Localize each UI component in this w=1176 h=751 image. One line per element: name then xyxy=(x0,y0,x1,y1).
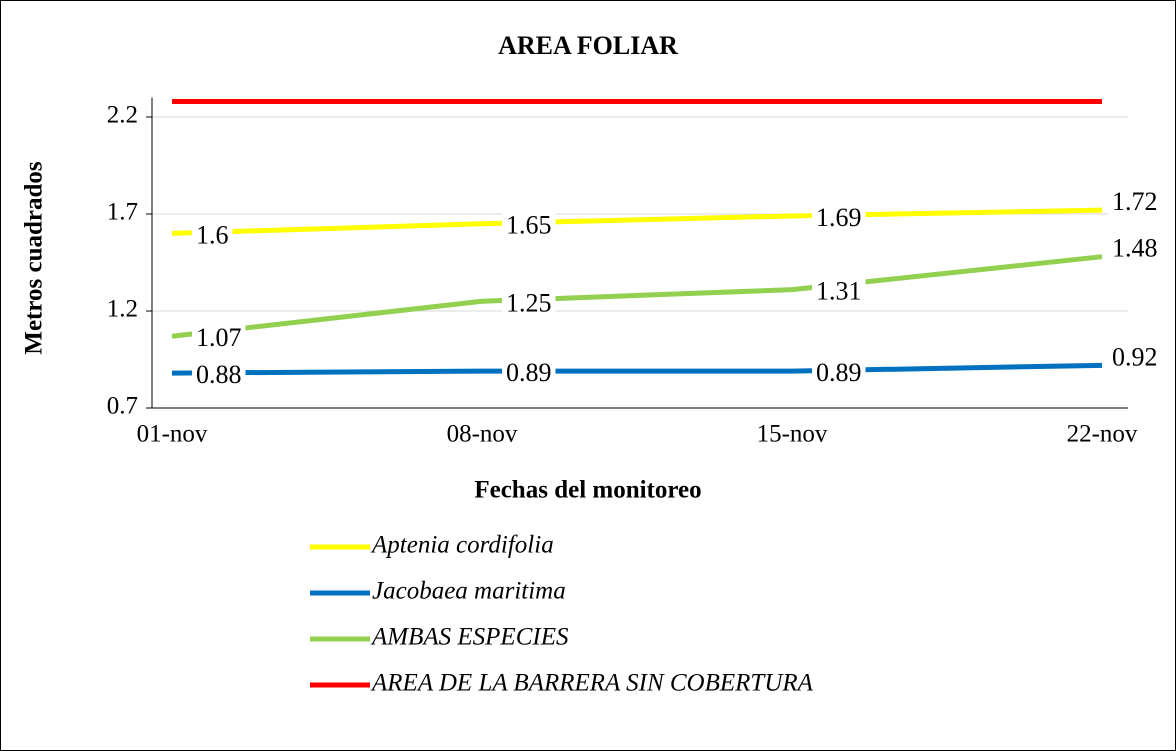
legend-label: Aptenia cordifolia xyxy=(370,532,554,559)
data-label-bg xyxy=(812,277,866,310)
data-label: 0.88 xyxy=(196,360,242,389)
legend-label: AMBAS ESPECIES xyxy=(370,624,569,651)
series-line xyxy=(171,207,1103,236)
data-label-bg xyxy=(1108,188,1162,221)
chart-title: AREA FOLIAR xyxy=(498,31,678,60)
data-label: 0.89 xyxy=(506,358,552,387)
data-label: 1.72 xyxy=(1112,187,1158,216)
data-label-bg xyxy=(502,211,556,244)
legend-label: AREA DE LA BARRERA SIN COBERTURA xyxy=(370,670,814,697)
x-tick-label: 15-nov xyxy=(757,421,828,448)
series-line xyxy=(171,362,1103,376)
legend-label: Jacobaea maritima xyxy=(372,578,566,605)
data-label-bg xyxy=(502,289,556,322)
x-tick-label: 08-nov xyxy=(447,421,518,448)
data-label-bg xyxy=(502,359,556,392)
data-label-bg xyxy=(812,203,866,236)
y-tick-label: 2.2 xyxy=(107,102,138,129)
data-label-bg xyxy=(192,324,246,357)
y-tick-label: 1.7 xyxy=(107,199,138,226)
y-tick-label: 1.2 xyxy=(107,296,138,323)
data-label: 1.31 xyxy=(816,277,862,306)
series-line xyxy=(171,254,1103,339)
x-tick-label: 22-nov xyxy=(1067,421,1138,448)
data-label-bg xyxy=(812,359,866,392)
data-label: 0.89 xyxy=(816,358,862,387)
data-label: 1.69 xyxy=(816,203,862,232)
data-label-bg xyxy=(1108,343,1162,376)
data-label-bg xyxy=(192,221,233,254)
y-tick-label: 0.7 xyxy=(107,393,138,420)
data-label: 0.92 xyxy=(1112,342,1158,371)
y-axis-label: Metros cuadrados xyxy=(21,161,48,355)
data-label: 1.25 xyxy=(506,288,552,317)
x-axis-label: Fechas del monitoreo xyxy=(474,477,701,504)
data-label: 1.65 xyxy=(506,211,552,240)
data-label: 1.07 xyxy=(196,323,242,352)
data-label: 1.48 xyxy=(1112,234,1158,263)
data-label-bg xyxy=(192,361,246,394)
data-label: 1.6 xyxy=(196,220,229,249)
data-label-bg xyxy=(1108,234,1162,267)
x-tick-label: 01-nov xyxy=(137,421,208,448)
